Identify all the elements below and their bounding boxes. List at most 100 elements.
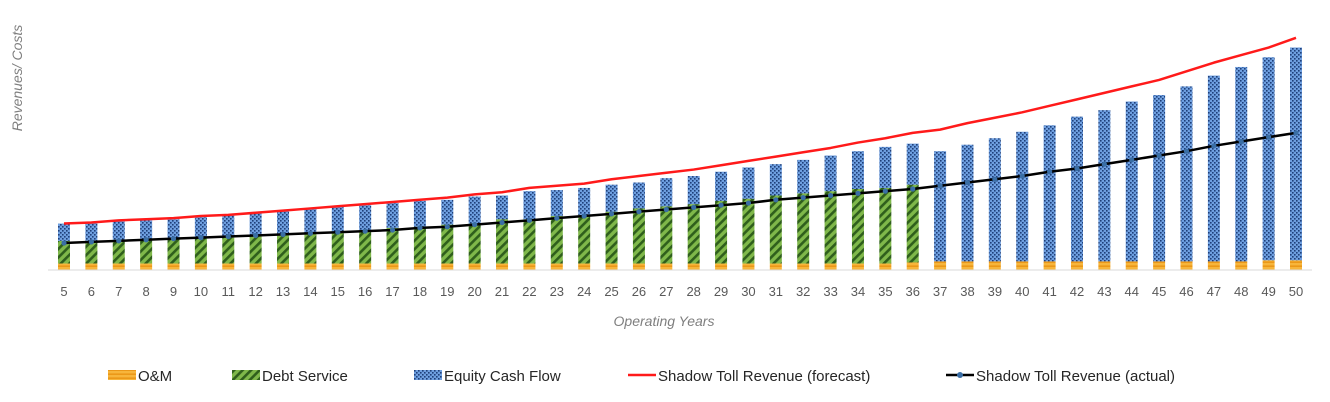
point-shadow-toll-revenue-actual-18	[417, 225, 423, 231]
bar-equity-cash-flow-24	[578, 187, 591, 215]
bar-debt-service-18	[413, 226, 426, 264]
x-tick-label-42: 42	[1070, 284, 1084, 299]
bar-debt-service-30	[742, 198, 755, 264]
legend-item-shadow-toll-revenue-forecast: Shadow Toll Revenue (forecast)	[628, 368, 870, 385]
legend-label-equity-cash-flow: Equity Cash Flow	[444, 368, 561, 385]
bar-equity-cash-flow-28	[687, 176, 700, 205]
bar-o-m-18	[413, 263, 426, 270]
point-shadow-toll-revenue-actual-24	[581, 213, 587, 219]
point-shadow-toll-revenue-actual-10	[198, 235, 204, 241]
x-tick-label-34: 34	[851, 284, 865, 299]
bar-equity-cash-flow-39	[988, 138, 1001, 262]
bar-o-m-30	[742, 263, 755, 270]
bar-equity-cash-flow-15	[331, 206, 344, 233]
bar-debt-service-24	[578, 214, 591, 264]
point-shadow-toll-revenue-actual-22	[526, 217, 533, 223]
x-tick-label-27: 27	[659, 284, 673, 299]
bar-o-m-34	[851, 263, 864, 270]
x-tick-label-15: 15	[331, 284, 345, 299]
bar-equity-cash-flow-45	[1153, 95, 1166, 262]
point-shadow-toll-revenue-actual-21	[499, 219, 505, 226]
bar-equity-cash-flow-40	[1016, 131, 1029, 262]
bar-equity-cash-flow-36	[906, 143, 919, 185]
legend-item-equity-cash-flow: Equity Cash Flow	[414, 368, 561, 385]
bar-o-m-41	[1043, 261, 1056, 270]
bar-debt-service-7	[112, 239, 125, 264]
bar-o-m-13	[277, 263, 290, 270]
x-tick-label-26: 26	[632, 284, 646, 299]
x-tick-label-8: 8	[143, 284, 150, 299]
x-tick-label-50: 50	[1289, 284, 1303, 299]
bar-equity-cash-flow-42	[1070, 116, 1083, 262]
bar-equity-cash-flow-33	[824, 155, 837, 192]
bar-equity-cash-flow-44	[1125, 101, 1138, 262]
bar-debt-service-15	[331, 232, 344, 264]
bar-equity-cash-flow-8	[140, 220, 153, 240]
x-tick-label-28: 28	[686, 284, 700, 299]
point-shadow-toll-revenue-actual-41	[1047, 169, 1053, 175]
x-tick-label-49: 49	[1261, 284, 1275, 299]
point-shadow-toll-revenue-actual-5	[61, 240, 67, 246]
bar-equity-cash-flow-14	[304, 208, 317, 234]
bar-o-m-36	[906, 262, 919, 270]
bar-o-m-10	[194, 263, 207, 270]
legend-label-debt-service: Debt Service	[262, 368, 348, 385]
legend-marker-shadow-toll-revenue-actual	[957, 372, 963, 378]
x-tick-label-33: 33	[823, 284, 837, 299]
bar-o-m-27	[660, 263, 673, 270]
bar-equity-cash-flow-18	[413, 200, 426, 227]
bar-equity-cash-flow-41	[1043, 125, 1056, 262]
point-shadow-toll-revenue-actual-39	[992, 176, 998, 182]
bar-debt-service-25	[605, 211, 618, 264]
point-shadow-toll-revenue-actual-25	[608, 211, 615, 217]
bar-debt-service-11	[222, 237, 235, 264]
point-shadow-toll-revenue-actual-8	[143, 237, 149, 243]
x-tick-label-37: 37	[933, 284, 947, 299]
bar-equity-cash-flow-17	[386, 203, 399, 228]
legend-label-shadow-toll-revenue-forecast: Shadow Toll Revenue (forecast)	[658, 368, 870, 385]
point-shadow-toll-revenue-actual-20	[472, 222, 478, 228]
point-shadow-toll-revenue-actual-6	[88, 239, 94, 245]
bar-debt-service-17	[386, 227, 399, 264]
point-shadow-toll-revenue-actual-29	[718, 202, 724, 208]
bar-o-m-5	[58, 263, 70, 270]
bar-o-m-37	[934, 261, 947, 270]
x-tick-label-39: 39	[988, 284, 1002, 299]
x-tick-label-11: 11	[222, 284, 236, 299]
point-shadow-toll-revenue-actual-13	[280, 231, 286, 237]
point-shadow-toll-revenue-actual-40	[1019, 173, 1025, 179]
point-shadow-toll-revenue-actual-14	[307, 230, 313, 236]
legend: O&M Debt Service Equity Cash Flow Shadow To…	[108, 368, 1175, 385]
lines-layer	[61, 36, 1299, 246]
bar-debt-service-20	[468, 223, 481, 264]
bar-equity-cash-flow-16	[359, 205, 372, 231]
point-shadow-toll-revenue-actual-33	[827, 192, 834, 199]
bar-equity-cash-flow-10	[194, 217, 207, 238]
x-tick-labels: 5 6 7 8 9 10 11 12 13 14 15 16 17 18 19 20 21 22 23 24 25 26 2…	[60, 284, 1303, 299]
bar-equity-cash-flow-46	[1180, 86, 1193, 262]
bar-equity-cash-flow-35	[879, 146, 892, 188]
line-shadow-toll-revenue-actual	[63, 131, 1297, 245]
bar-o-m-7	[112, 263, 125, 270]
x-tick-label-44: 44	[1124, 284, 1138, 299]
bar-o-m-29	[715, 263, 728, 270]
x-tick-label-38: 38	[960, 284, 974, 299]
point-shadow-toll-revenue-actual-7	[116, 238, 122, 244]
x-tick-label-13: 13	[276, 284, 290, 299]
bar-o-m-46	[1180, 261, 1193, 270]
point-shadow-toll-revenue-actual-49	[1266, 134, 1272, 140]
bar-o-m-31	[769, 263, 782, 270]
x-tick-label-10: 10	[194, 284, 208, 299]
bar-debt-service-9	[167, 238, 180, 264]
bar-debt-service-19	[441, 224, 454, 264]
bar-debt-service-26	[632, 208, 645, 264]
bar-equity-cash-flow-34	[851, 151, 864, 189]
bar-debt-service-36	[906, 184, 919, 263]
bar-equity-cash-flow-29	[715, 171, 728, 201]
bar-equity-cash-flow-48	[1235, 66, 1248, 262]
x-tick-label-32: 32	[796, 284, 810, 299]
x-tick-label-46: 46	[1179, 284, 1193, 299]
legend-swatch-o-m	[108, 370, 136, 380]
x-tick-label-29: 29	[714, 284, 728, 299]
